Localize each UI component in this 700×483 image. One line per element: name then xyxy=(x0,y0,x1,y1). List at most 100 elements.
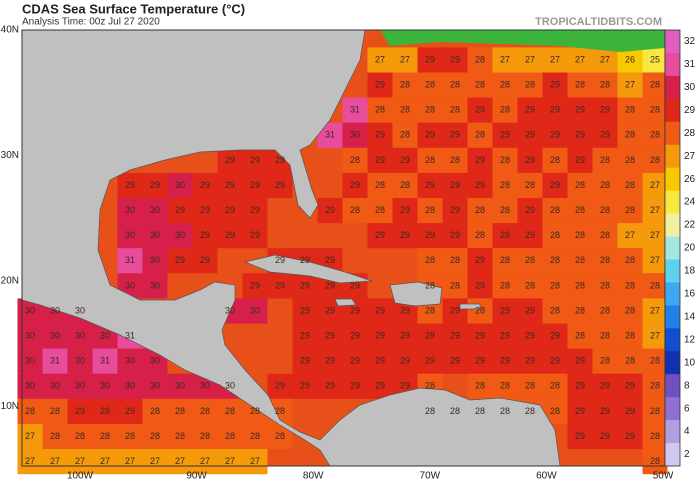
sst-value: 29 xyxy=(375,305,385,315)
sst-cell xyxy=(492,147,518,173)
sst-value: 28 xyxy=(525,255,535,265)
sst-value: 28 xyxy=(500,406,510,416)
sst-value: 29 xyxy=(575,431,585,441)
sst-cell xyxy=(42,449,68,475)
sst-value: 28 xyxy=(625,330,635,340)
sst-cell xyxy=(442,72,468,98)
sst-value: 30 xyxy=(75,356,85,366)
sst-cell xyxy=(317,323,343,349)
sst-cell xyxy=(342,198,368,224)
sst-value: 28 xyxy=(575,280,585,290)
sst-cell xyxy=(567,248,593,274)
sst-value: 29 xyxy=(175,205,185,215)
sst-cell xyxy=(342,122,368,148)
sst-value: 29 xyxy=(300,330,310,340)
sst-cell xyxy=(142,398,168,424)
sst-value: 28 xyxy=(425,155,435,165)
sst-value: 28 xyxy=(625,280,635,290)
sst-value: 28 xyxy=(475,205,485,215)
hispaniola xyxy=(389,281,443,307)
colorbar-swatch xyxy=(665,420,680,444)
sst-cell xyxy=(167,223,193,249)
sst-cell xyxy=(467,198,493,224)
sst-value: 27 xyxy=(150,456,160,466)
sst-value: 29 xyxy=(200,255,210,265)
sst-cell xyxy=(417,147,443,173)
sst-value: 29 xyxy=(600,130,610,140)
sst-cell xyxy=(292,273,318,299)
sst-value: 25 xyxy=(650,54,660,64)
sst-cell xyxy=(242,198,268,224)
sst-value: 29 xyxy=(350,305,360,315)
sst-cell xyxy=(367,72,393,98)
sst-cell xyxy=(592,373,618,399)
colorbar-label: 2 xyxy=(684,449,690,460)
sst-cell xyxy=(517,97,543,123)
sst-value: 28 xyxy=(350,205,360,215)
sst-value: 28 xyxy=(575,230,585,240)
sst-value: 30 xyxy=(150,205,160,215)
colorbar-label: 14 xyxy=(684,311,696,322)
colorbar-swatch xyxy=(665,213,680,238)
sst-value: 29 xyxy=(350,180,360,190)
sst-cell xyxy=(392,97,418,123)
sst-cell xyxy=(242,449,268,475)
sst-cell xyxy=(567,423,593,450)
sst-value: 28 xyxy=(475,230,485,240)
north-america xyxy=(21,29,561,467)
sst-cell xyxy=(467,348,493,374)
sst-cell xyxy=(442,298,468,324)
sst-cell xyxy=(517,223,543,249)
sst-value: 29 xyxy=(625,381,635,391)
sst-value: 28 xyxy=(425,381,435,391)
sst-value: 28 xyxy=(275,431,285,441)
subtitle: Analysis Time: 00z Jul 27 2020 xyxy=(22,17,160,28)
lat-label: 30N xyxy=(1,150,19,161)
sst-value: 28 xyxy=(375,180,385,190)
sst-value: 29 xyxy=(525,330,535,340)
sst-cell xyxy=(542,323,568,349)
sst-cell xyxy=(192,423,218,450)
sst-cell xyxy=(642,97,668,123)
sst-value: 29 xyxy=(450,205,460,215)
sst-cell xyxy=(592,97,618,123)
sst-value: 27 xyxy=(100,456,110,466)
sst-cell xyxy=(617,423,643,450)
sst-value: 29 xyxy=(500,230,510,240)
sst-value: 28 xyxy=(150,431,160,441)
sst-cell xyxy=(567,122,593,148)
sst-value: 31 xyxy=(100,356,110,366)
sst-value: 27 xyxy=(75,456,85,466)
colorbar-swatch xyxy=(665,397,680,421)
sst-value: 28 xyxy=(550,381,560,391)
sst-cell xyxy=(442,47,468,73)
sst-value: 28 xyxy=(600,79,610,89)
sst-cell xyxy=(642,198,668,224)
sst-value: 29 xyxy=(325,381,335,391)
sst-cell xyxy=(167,373,193,399)
sst-value: 28 xyxy=(100,431,110,441)
sst-value: 29 xyxy=(425,330,435,340)
sst-value: 29 xyxy=(575,356,585,366)
sst-cell xyxy=(367,323,393,349)
colorbar-label: 20 xyxy=(684,243,696,254)
sst-cell xyxy=(242,147,268,173)
sst-cell xyxy=(492,248,518,274)
sst-cell xyxy=(42,398,68,424)
sst-cell xyxy=(467,248,493,274)
sst-cell xyxy=(642,323,668,349)
sst-cell xyxy=(542,373,568,399)
sst-cell xyxy=(292,298,318,324)
sst-cell xyxy=(392,122,418,148)
sst-cell xyxy=(617,348,643,374)
colorbar-label: 30 xyxy=(684,82,696,93)
sst-value: 29 xyxy=(625,406,635,416)
sst-cell xyxy=(617,273,643,299)
sst-value: 29 xyxy=(350,381,360,391)
sst-value: 28 xyxy=(250,431,260,441)
sst-cell xyxy=(492,198,518,224)
sst-value: 28 xyxy=(625,155,635,165)
sst-cell xyxy=(617,72,643,98)
sst-value: 28 xyxy=(400,105,410,115)
